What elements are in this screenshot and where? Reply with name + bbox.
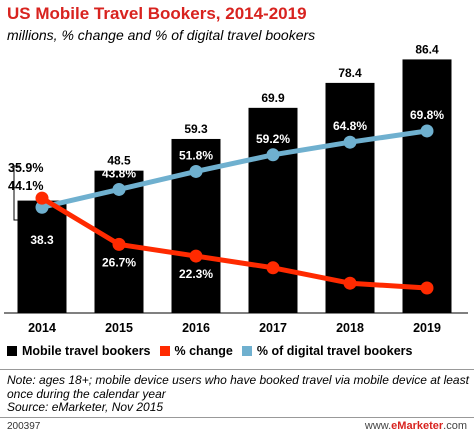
bar-2017 (248, 107, 298, 313)
x-tick-2017: 2017 (259, 321, 287, 335)
x-tick-2015: 2015 (105, 321, 133, 335)
legend-label-digital: % of digital travel bookers (256, 344, 413, 358)
line-change (40, 195, 428, 291)
bar-label-2019: 86.4 (415, 42, 439, 56)
label-change-2019: 10.3% (410, 299, 444, 313)
brand-suffix: .com (443, 420, 467, 432)
label-digital-2014: 35.9% (8, 161, 43, 175)
legend: Mobile travel bookers % change % of digi… (7, 344, 469, 358)
point-digital-2016 (189, 164, 203, 178)
x-tick-2014: 2014 (28, 321, 56, 335)
label-change-2017: 17.9% (256, 279, 290, 293)
point-change-2018 (343, 276, 357, 290)
x-tick-2016: 2016 (182, 321, 210, 335)
legend-item-percent-change: % change (159, 344, 233, 358)
brand-name: eMarketer (391, 420, 444, 432)
chart-canvas: 38.3 48.5 59.3 69.9 78.4 86.4 2014 2015 2016 2017… (4, 42, 468, 335)
label-change-2015: 26.7% (102, 255, 136, 269)
point-digital-2019 (420, 124, 434, 138)
point-digital-2015 (112, 182, 126, 196)
legend-label-bookers: Mobile travel bookers (22, 344, 151, 358)
divider-bottom (0, 417, 474, 418)
chart-subtitle: millions, % change and % of digital trav… (7, 27, 316, 43)
bar-2014 (17, 200, 67, 313)
footer: 200397 www.eMarketer.com (0, 418, 474, 438)
legend-item-percent-digital: % of digital travel bookers (241, 344, 413, 358)
point-digital-2017 (266, 148, 280, 162)
legend-item-mobile-travel-bookers: Mobile travel bookers (7, 344, 151, 358)
point-change-2019 (420, 281, 434, 295)
point-digital-2018 (343, 135, 357, 149)
point-change-2015 (112, 237, 126, 251)
label-digital-2016: 51.8% (179, 148, 213, 162)
chart-id: 200397 (7, 421, 41, 432)
label-change-2016: 22.3% (179, 267, 213, 281)
legend-swatch-digital (241, 346, 252, 356)
brand-prefix: www. (364, 420, 392, 432)
label-digital-2018: 64.8% (333, 119, 367, 133)
brand-link[interactable]: www.eMarketer.com (365, 420, 467, 432)
x-tick-2019: 2019 (413, 321, 441, 335)
label-change-2018: 12.1% (333, 294, 367, 308)
note-text: Note: ages 18+; mobile device users who … (7, 373, 469, 401)
label-digital-2015: 43.8% (102, 166, 136, 180)
legend-swatch-bookers (7, 346, 17, 356)
legend-swatch-change (159, 346, 170, 356)
callout-bracket-2014 (13, 165, 28, 221)
label-change-2014: 44.1% (8, 179, 43, 193)
label-digital-2017: 59.2% (256, 132, 290, 146)
legend-label-change: % change (174, 344, 233, 358)
bar-2018 (325, 82, 375, 313)
chart-title: US Mobile Travel Bookers, 2014-2019 (7, 4, 307, 23)
line-digital (41, 128, 428, 210)
bar-label-2017: 69.9 (261, 91, 285, 105)
point-digital-2014 (35, 200, 49, 214)
bar-label-2018: 78.4 (338, 66, 362, 80)
divider-top (0, 369, 474, 370)
chart-note: Note: ages 18+; mobile device users who … (7, 373, 469, 415)
point-change-2017 (266, 261, 280, 275)
bar-label-2016: 59.3 (184, 122, 208, 136)
label-digital-2019: 69.8% (410, 108, 444, 122)
point-change-2016 (189, 249, 203, 263)
point-change-2014 (35, 191, 49, 205)
bar-label-2015: 48.5 (107, 154, 131, 168)
bar-label-2014: 38.3 (30, 233, 54, 247)
bar-2019 (402, 59, 452, 313)
x-tick-2018: 2018 (336, 321, 364, 335)
source-text: Source: eMarketer, Nov 2015 (7, 400, 164, 414)
